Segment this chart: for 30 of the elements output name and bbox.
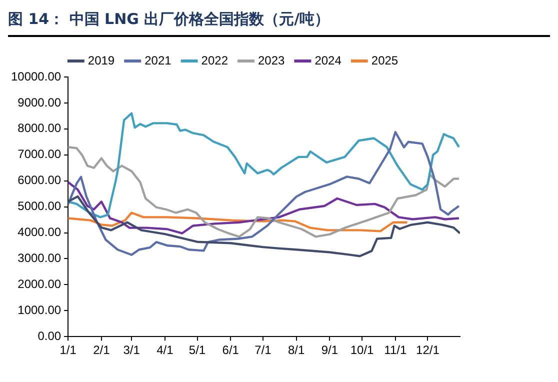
x-tick-label: 2/1	[93, 343, 110, 358]
x-tick-label: 9/1	[321, 343, 338, 358]
x-tick-label: 5/1	[188, 343, 206, 358]
x-tick-label: 10/1	[350, 343, 374, 358]
legend-label: 2019	[88, 53, 115, 68]
legend-label: 2022	[201, 53, 228, 68]
x-tick-label: 3/1	[123, 343, 140, 358]
y-tick-label: 0.00	[38, 328, 62, 343]
legend-label: 2024	[314, 53, 342, 68]
y-tick-label: 10000.00	[10, 69, 62, 84]
x-tick-label: 4/1	[156, 343, 174, 358]
x-tick-label: 6/1	[222, 343, 240, 358]
y-tick-label: 9000.00	[18, 95, 62, 110]
y-tick-label: 3000.00	[18, 251, 62, 266]
legend-label: 2025	[371, 53, 398, 68]
chart-title: 图 14： 中国 LNG 出厂价格全国指数（元/吨）	[8, 8, 550, 37]
legend-label: 2021	[144, 53, 172, 68]
y-tick-label: 7000.00	[18, 147, 62, 162]
x-tick-label: 1/1	[60, 343, 77, 358]
y-tick-label: 5000.00	[18, 199, 62, 214]
x-tick-label: 7/1	[254, 343, 272, 358]
y-tick-label: 4000.00	[18, 225, 62, 240]
y-tick-label: 2000.00	[18, 276, 62, 291]
y-tick-label: 6000.00	[18, 173, 62, 188]
x-tick-label: 11/1	[384, 343, 407, 358]
y-tick-label: 8000.00	[18, 121, 62, 136]
legend-label: 2023	[258, 53, 286, 68]
x-tick-label: 8/1	[288, 343, 305, 358]
x-tick-label: 12/1	[416, 343, 440, 358]
y-tick-label: 1000.00	[18, 302, 62, 317]
